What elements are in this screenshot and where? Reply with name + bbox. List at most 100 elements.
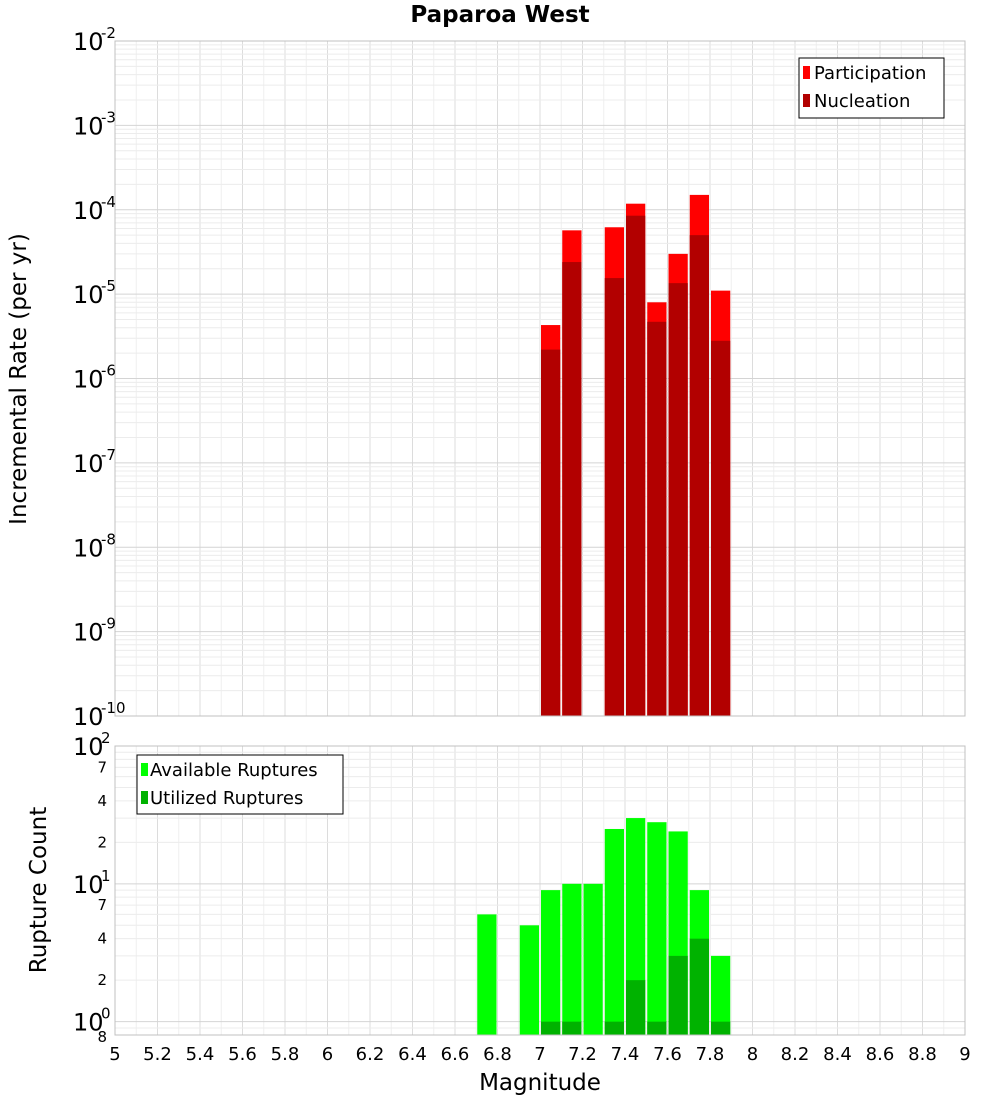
- y-tick-label-base: 10: [73, 703, 104, 731]
- x-axis-title: Magnitude: [479, 1070, 601, 1096]
- y-tick-label-minor: 2: [97, 971, 107, 989]
- y-tick-label-exponent: -7: [101, 446, 116, 464]
- y-tick-label-base: 10: [73, 366, 104, 394]
- y-tick-label-exponent: 1: [101, 867, 111, 885]
- x-tick-label: 5.4: [186, 1044, 215, 1065]
- y-tick-label-exponent: -5: [101, 277, 116, 295]
- top-legend: Participation Nucleation: [798, 57, 945, 119]
- y-tick-label-base: 10: [73, 619, 104, 647]
- count-bar-utilized-ruptures: [647, 1021, 667, 1035]
- bottom-bars: [477, 818, 731, 1035]
- top-legend-box: [798, 57, 945, 119]
- count-bar-utilized-ruptures: [541, 1021, 561, 1035]
- rate-bar-nucleation: [689, 235, 709, 716]
- top-plot-border: [114, 40, 966, 717]
- x-tick-label: 7.2: [568, 1044, 597, 1065]
- top-bars: [541, 194, 731, 717]
- y-tick-label-minor: 8: [97, 1028, 107, 1046]
- x-tick-label: 7.8: [696, 1044, 725, 1065]
- bottom-plot-border: [114, 745, 966, 1036]
- x-tick-label: 8.8: [908, 1044, 937, 1065]
- count-bar-available-ruptures: [604, 828, 624, 1035]
- chart-title: Paparoa West: [410, 2, 589, 28]
- y-tick-label-base: 10: [73, 28, 104, 56]
- rate-bar-nucleation: [647, 321, 667, 716]
- rate-bar-nucleation: [711, 340, 731, 716]
- x-tick-label: 5.6: [228, 1044, 257, 1065]
- count-bar-utilized-ruptures: [668, 955, 688, 1035]
- y-tick-label-exponent: 2: [101, 729, 111, 747]
- x-tick-label: 9: [959, 1044, 970, 1065]
- y-tick-label-exponent: -2: [101, 24, 116, 42]
- y-tick-label-base: 10: [73, 450, 104, 478]
- x-tick-label: 8.2: [781, 1044, 810, 1065]
- x-tick-label: 8.4: [823, 1044, 852, 1065]
- y-tick-label-exponent: -8: [101, 530, 116, 548]
- y-tick-label-exponent: -9: [101, 615, 116, 633]
- legend-swatch-available: [141, 763, 148, 776]
- count-bar-available-ruptures: [541, 890, 561, 1035]
- x-tick-label: 7.4: [611, 1044, 640, 1065]
- count-bar-utilized-ruptures: [604, 1021, 624, 1035]
- y-tick-label-base: 10: [73, 733, 104, 761]
- legend-label-participation: Participation: [814, 63, 926, 84]
- x-tick-label: 6.4: [398, 1044, 427, 1065]
- count-bar-available-ruptures: [583, 883, 603, 1035]
- count-bar-available-ruptures: [562, 883, 582, 1035]
- y-tick-label-base: 10: [73, 534, 104, 562]
- y-tick-label-minor: 4: [97, 792, 107, 810]
- count-bar-utilized-ruptures: [626, 980, 646, 1035]
- y-tick-label-exponent: 0: [101, 1005, 111, 1023]
- count-bar-available-ruptures: [519, 925, 539, 1035]
- count-bar-utilized-ruptures: [711, 1021, 731, 1035]
- y-tick-label-minor: 4: [97, 930, 107, 948]
- count-bar-utilized-ruptures: [562, 1021, 582, 1035]
- y-tick-label-exponent: -10: [101, 699, 126, 717]
- y-tick-label-base: 10: [73, 1009, 104, 1037]
- rate-bar-nucleation: [668, 283, 688, 716]
- y-tick-label-exponent: -3: [101, 108, 116, 126]
- legend-swatch-utilized: [141, 791, 148, 804]
- y-tick-label-exponent: -4: [101, 193, 116, 211]
- count-bar-available-ruptures: [711, 955, 731, 1035]
- x-tick-labels: 5 5.2 5.4 5.6 5.8 6 6.2 6.4 6.6 6.8 7 7.2 7.4 7.6 7.8 8…: [109, 1044, 970, 1065]
- x-tick-label: 8.6: [866, 1044, 895, 1065]
- x-tick-label: 8: [747, 1044, 758, 1065]
- x-tick-label: 5: [109, 1044, 120, 1065]
- x-tick-label: 6.8: [483, 1044, 512, 1065]
- y-tick-label-base: 10: [73, 197, 104, 225]
- x-tick-label: 5.8: [271, 1044, 300, 1065]
- count-bar-available-ruptures: [477, 914, 497, 1035]
- rate-bar-nucleation: [604, 278, 624, 716]
- rate-bar-nucleation: [541, 349, 561, 716]
- x-tick-label: 6.2: [356, 1044, 385, 1065]
- bottom-y-axis-title: Rupture Count: [26, 807, 52, 973]
- bottom-legend: Available Ruptures Utilized Ruptures: [136, 754, 344, 815]
- y-tick-label-minor: 7: [97, 896, 107, 914]
- legend-label-utilized: Utilized Ruptures: [150, 788, 303, 809]
- rate-bar-nucleation: [562, 262, 582, 716]
- x-tick-label: 6: [322, 1044, 333, 1065]
- y-tick-label-minor: 7: [97, 758, 107, 776]
- y-tick-label-base: 10: [73, 281, 104, 309]
- x-tick-label: 7.6: [653, 1044, 682, 1065]
- legend-label-available: Available Ruptures: [150, 760, 318, 781]
- legend-label-nucleation: Nucleation: [814, 91, 910, 112]
- x-tick-label: 6.6: [441, 1044, 470, 1065]
- top-gridlines: [114, 41, 966, 717]
- top-y-axis-title: Incremental Rate (per yr): [6, 233, 32, 525]
- x-tick-label: 7: [534, 1044, 545, 1065]
- count-bar-utilized-ruptures: [689, 938, 709, 1035]
- y-tick-label-minor: 2: [97, 833, 107, 851]
- y-tick-label-exponent: -6: [101, 362, 116, 380]
- legend-swatch-nucleation: [803, 94, 810, 107]
- count-bar-available-ruptures: [647, 822, 667, 1035]
- y-tick-label-base: 10: [73, 871, 104, 899]
- x-tick-label: 5.2: [143, 1044, 172, 1065]
- bottom-legend-box: [136, 754, 344, 815]
